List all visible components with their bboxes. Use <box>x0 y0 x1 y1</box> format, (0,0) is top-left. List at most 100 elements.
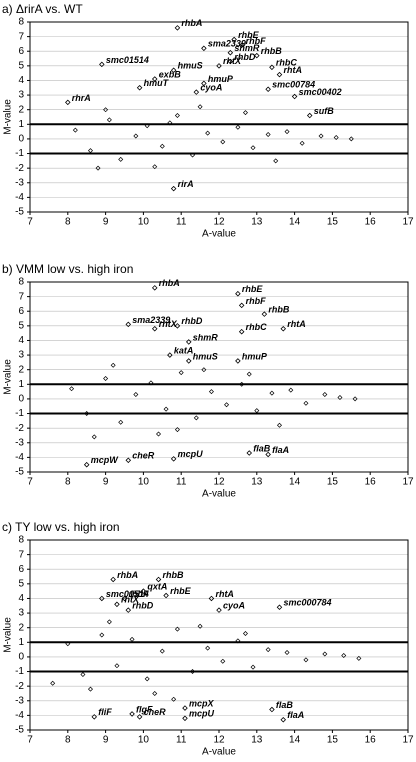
gene-point <box>193 89 200 95</box>
gene-point <box>201 45 207 52</box>
y-tick-label: 2 <box>18 364 24 375</box>
point <box>72 127 78 133</box>
y-tick-label: -2 <box>15 681 24 692</box>
y-tick-label: 0 <box>18 134 24 145</box>
gene-point <box>125 321 132 328</box>
gene-label: cyoA <box>223 601 245 611</box>
point <box>341 652 347 658</box>
point <box>348 136 354 142</box>
point <box>174 113 180 119</box>
x-tick-label: 15 <box>327 477 339 488</box>
y-tick-label: -1 <box>15 408 24 419</box>
gene-label: smc00784 <box>272 80 315 90</box>
y-tick-label: -3 <box>15 177 24 188</box>
gene-label: rhbA <box>117 570 138 580</box>
gene-point <box>65 99 71 106</box>
x-tick-label: 9 <box>103 477 109 488</box>
gene-point <box>174 323 181 329</box>
gene-point <box>151 285 158 291</box>
gene-label: sma2339 <box>132 315 170 325</box>
y-tick-label: 3 <box>18 608 24 619</box>
y-tick-label: 6 <box>18 306 24 317</box>
gene-label: hmuP <box>242 351 268 361</box>
gene-label: mcpX <box>189 698 215 708</box>
y-tick-label: -4 <box>15 192 24 203</box>
gene-point <box>99 595 105 602</box>
point <box>224 402 230 408</box>
gene-label: smc01514 <box>106 589 149 599</box>
gene-point <box>182 705 188 711</box>
point <box>322 651 328 657</box>
gene-label: rhbC <box>246 322 267 332</box>
gene-point <box>235 290 241 297</box>
gene-label: shmR <box>193 332 219 342</box>
y-tick-label: 1 <box>18 379 24 390</box>
point <box>333 134 339 140</box>
gene-point <box>280 717 287 723</box>
point <box>220 658 226 664</box>
x-tick-label: 8 <box>65 217 71 228</box>
gene-label: exbB <box>159 69 182 79</box>
point <box>152 164 158 170</box>
gene-point <box>185 358 192 364</box>
y-tick-label: 0 <box>18 394 24 405</box>
y-tick-label: -3 <box>15 437 24 448</box>
x-tick-label: 7 <box>27 217 33 228</box>
x-tick-label: 17 <box>402 735 414 746</box>
gene-label: rhbA <box>181 18 202 28</box>
gene-label: smc01514 <box>106 55 149 65</box>
y-tick-label: -5 <box>15 467 24 478</box>
gene-label: rhtA <box>287 319 306 329</box>
point <box>50 680 56 686</box>
gene-point <box>235 358 241 364</box>
gene-label: rhtX <box>223 56 242 66</box>
point <box>133 392 139 398</box>
gene-label: mcpW <box>91 455 120 465</box>
gene-point <box>216 63 222 69</box>
y-tick-label: 3 <box>18 90 24 101</box>
y-tick-label: 5 <box>18 60 24 71</box>
point <box>65 641 71 647</box>
gene-point <box>269 64 275 71</box>
y-tick-label: 4 <box>18 593 24 604</box>
x-tick-label: 14 <box>289 735 301 746</box>
x-tick-label: 11 <box>176 217 187 228</box>
point <box>299 140 305 146</box>
gene-label: hmuT <box>144 78 170 88</box>
point <box>118 419 124 425</box>
gene-label: mcpU <box>189 709 215 719</box>
gene-point <box>140 588 147 594</box>
point <box>254 408 260 414</box>
y-tick-label: 6 <box>18 564 24 575</box>
y-tick-label: 5 <box>18 578 24 589</box>
gene-point <box>136 85 143 91</box>
gene-point <box>208 595 215 602</box>
point <box>114 663 120 669</box>
x-tick-label: 10 <box>138 217 150 228</box>
gene-point <box>216 607 222 613</box>
point <box>201 367 207 373</box>
y-tick-label: -5 <box>15 207 24 218</box>
gene-label: rhbD <box>132 601 153 611</box>
panel-title: c) TY low vs. high iron <box>2 520 120 534</box>
point <box>284 650 290 656</box>
y-axis-label: M-value <box>3 359 14 395</box>
gene-label: rhbE <box>238 30 259 40</box>
gene-point <box>276 71 283 78</box>
gene-label: smc000784 <box>283 598 331 608</box>
plot-frame <box>29 21 409 213</box>
x-tick-label: 7 <box>27 735 33 746</box>
panel: b) VMM low vs. high iron-5-4-3-2-1012345… <box>2 262 414 499</box>
panel-title: a) ΔrirA vs. WT <box>2 2 83 16</box>
gene-label: mcpU <box>178 449 204 459</box>
x-tick-label: 7 <box>27 477 33 488</box>
point <box>190 152 196 158</box>
gene-point <box>151 76 158 82</box>
gene-label: rhbD <box>234 52 255 62</box>
point <box>110 362 116 368</box>
y-tick-label: 7 <box>18 291 24 302</box>
gene-label: flaA <box>272 445 289 455</box>
x-tick-label: 11 <box>176 735 187 746</box>
point <box>190 669 196 675</box>
gene-point <box>155 576 162 583</box>
